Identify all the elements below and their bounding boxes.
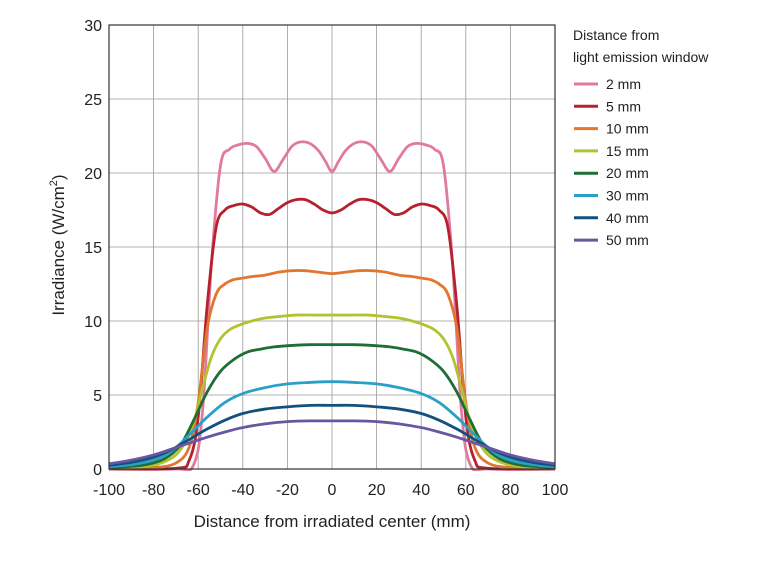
y-axis-ticks: 0 5 10 15 20 25 30 xyxy=(84,18,102,479)
series-line-30-mm xyxy=(109,380,555,469)
y-axis-title-main: Irradiance (W/cm xyxy=(49,186,68,315)
x-tick-label: 60 xyxy=(457,482,475,499)
series-line-10-mm xyxy=(109,269,555,470)
legend-items: 2 mm 5 mm 10 mm 15 mm 20 mm 30 mm 40 mm 50 mm xyxy=(574,76,649,248)
legend-label: 5 mm xyxy=(606,98,641,114)
legend-label: 40 mm xyxy=(606,210,649,226)
y-axis-title-close: ) xyxy=(49,174,68,180)
series-line-50-mm xyxy=(109,419,555,466)
plot-lines xyxy=(109,140,555,471)
y-tick-label: 30 xyxy=(84,18,102,35)
legend-title-line-1: Distance from xyxy=(573,27,659,43)
x-tick-label: 100 xyxy=(542,482,569,499)
x-tick-label: 40 xyxy=(412,482,430,499)
legend-label: 50 mm xyxy=(606,232,649,248)
x-tick-label: -40 xyxy=(231,482,254,499)
x-tick-label: -20 xyxy=(276,482,299,499)
x-tick-label: 0 xyxy=(328,482,337,499)
legend-label: 15 mm xyxy=(606,143,649,159)
x-axis-title: Distance from irradiated center (mm) xyxy=(194,512,471,531)
y-tick-label: 0 xyxy=(93,462,102,479)
legend-label: 2 mm xyxy=(606,76,641,92)
y-tick-label: 20 xyxy=(84,166,102,183)
y-tick-label: 5 xyxy=(93,388,102,405)
y-axis-title: Irradiance (W/cm2) xyxy=(48,174,68,315)
series-line-20-mm xyxy=(109,343,555,469)
series-line-15-mm xyxy=(109,313,555,470)
plot-frame xyxy=(108,24,556,470)
x-tick-label: -100 xyxy=(93,482,125,499)
legend-title-line-2: light emission window xyxy=(573,49,709,65)
legend-label: 10 mm xyxy=(606,121,649,137)
legend-label: 30 mm xyxy=(606,188,649,204)
legend-label: 20 mm xyxy=(606,165,649,181)
x-tick-label: 80 xyxy=(502,482,520,499)
series-line-40-mm xyxy=(109,403,555,467)
x-tick-label: 20 xyxy=(368,482,386,499)
y-axis-title-sup: 2 xyxy=(48,180,60,186)
y-tick-label: 10 xyxy=(84,314,102,331)
y-tick-label: 15 xyxy=(84,240,102,257)
series-line-5-mm xyxy=(109,197,555,471)
x-tick-label: -60 xyxy=(187,482,210,499)
x-tick-label: -80 xyxy=(142,482,165,499)
x-axis-ticks: -100 -80 -60 -40 -20 0 20 40 60 80 100 xyxy=(93,482,568,499)
legend: Distance from light emission window 2 mm… xyxy=(573,27,709,248)
series-line-2-mm xyxy=(109,140,555,471)
grid xyxy=(109,25,555,469)
y-tick-label: 25 xyxy=(84,92,102,109)
